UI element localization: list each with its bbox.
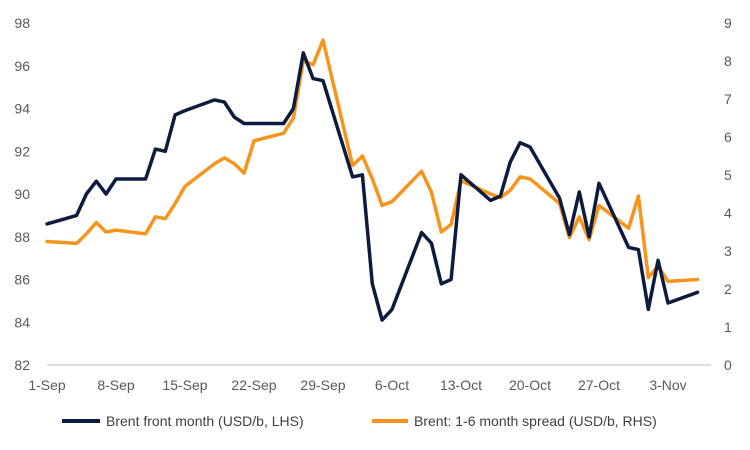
x-tick-label: 22-Sep [231, 377, 276, 393]
y-right-tick-label: 4 [724, 205, 732, 221]
y-left-tick-label: 90 [14, 186, 30, 202]
x-tick-label: 1-Sep [28, 377, 66, 393]
y-left-tick-label: 86 [14, 272, 30, 288]
legend-label: Brent: 1-6 month spread (USD/b, RHS) [414, 413, 657, 429]
series-lines [45, 38, 700, 322]
x-tick-label: 6-Oct [375, 377, 409, 393]
y-left-tick-label: 92 [14, 143, 30, 159]
x-tick-label: 3-Nov [649, 377, 686, 393]
x-tick-label: 20-Oct [509, 377, 551, 393]
y-right-tick-label: 7 [724, 91, 732, 107]
y-right-tick-label: 5 [724, 167, 732, 183]
x-tick-label: 15-Sep [162, 377, 207, 393]
y-left-tick-label: 82 [14, 357, 30, 373]
axes: 1-Sep 8-Sep 15-Sep 22-Sep 29-Sep 6-Oct 13-Oct 2… [14, 15, 732, 393]
y-right-tick-label: 3 [724, 243, 732, 259]
series-line-front-month [45, 51, 700, 322]
series-line-spread [45, 38, 700, 284]
x-tick-label: 27-Oct [578, 377, 620, 393]
y-right-tick-label: 8 [724, 53, 732, 69]
y-right-tick-label: 1 [724, 319, 732, 335]
x-tick-label: 29-Sep [300, 377, 345, 393]
y-left-tick-label: 98 [14, 15, 30, 31]
legend-label: Brent front month (USD/b, LHS) [106, 413, 304, 429]
legend: Brent front month (USD/b, LHS) Brent: 1-6… [62, 413, 657, 429]
y-right-tick-label: 9 [724, 15, 732, 31]
y-left-tick-label: 88 [14, 229, 30, 245]
x-tick-label: 13-Oct [440, 377, 482, 393]
y-right-tick-label: 0 [724, 357, 732, 373]
y-left-tick-label: 84 [14, 314, 30, 330]
y-right-tick-label: 2 [724, 281, 732, 297]
y-left-tick-label: 96 [14, 58, 30, 74]
y-left-tick-label: 94 [14, 101, 30, 117]
x-tick-label: 8-Sep [97, 377, 135, 393]
y-right-tick-label: 6 [724, 129, 732, 145]
